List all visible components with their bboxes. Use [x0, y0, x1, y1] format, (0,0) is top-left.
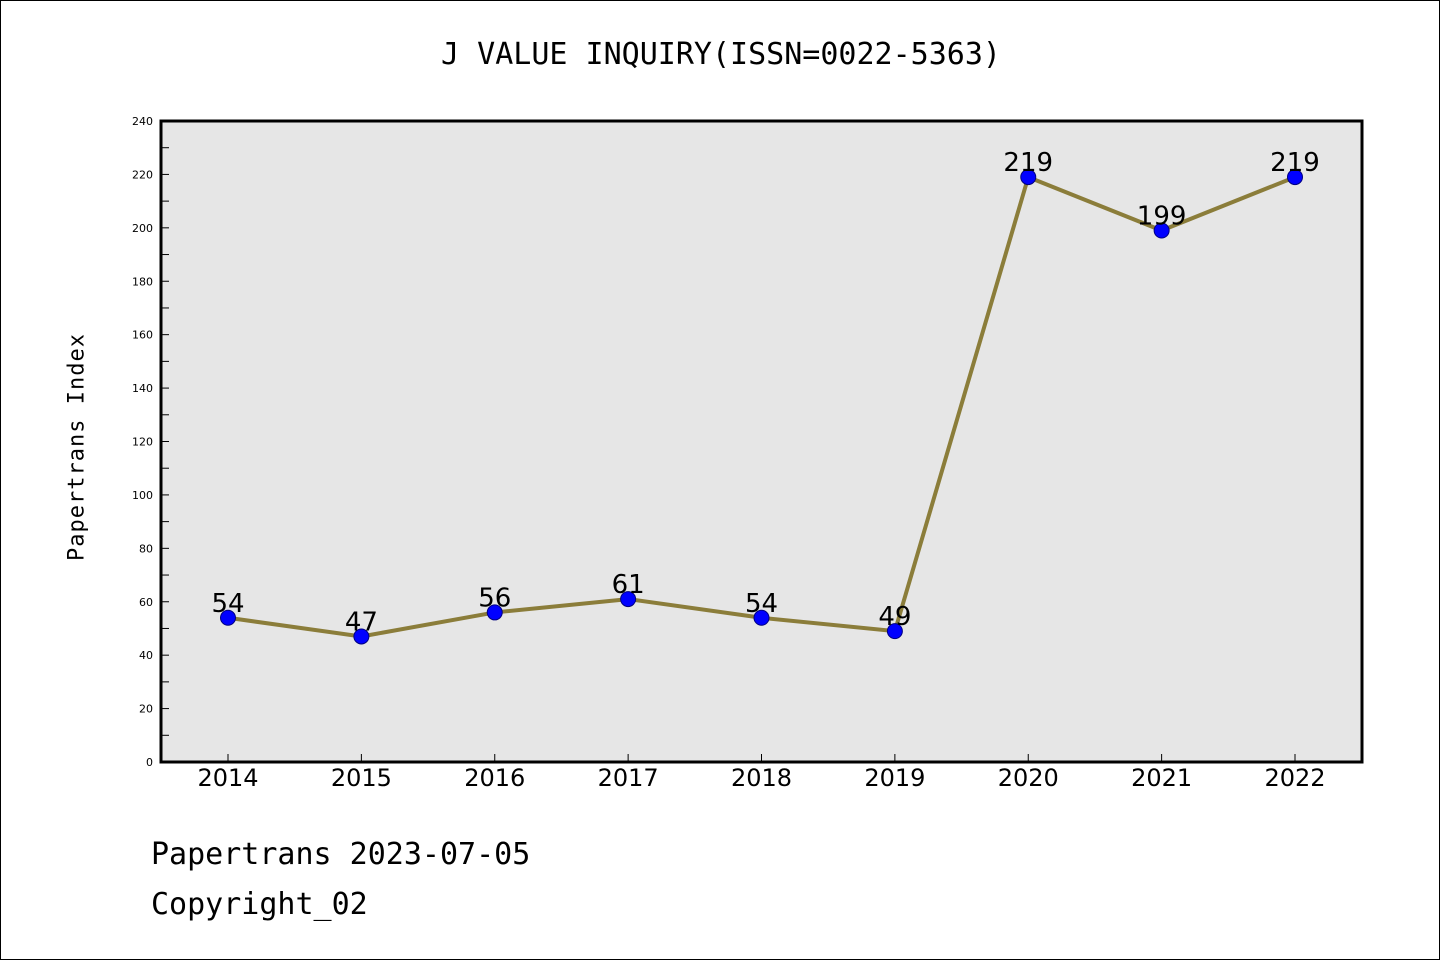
y-tick-label: 140: [132, 382, 153, 395]
data-label: 219: [1270, 148, 1320, 178]
data-point: [1020, 169, 1037, 186]
chart-title: J VALUE INQUIRY(ISSN=0022-5363): [441, 37, 1001, 72]
x-tick-label: 2021: [1131, 764, 1192, 792]
data-label: 54: [745, 589, 778, 619]
y-axis-ticks: 0 20 40 60 80 100 120 140 160 180 200 220 240: [132, 115, 169, 769]
data-point: [486, 604, 503, 621]
data-point: [1287, 169, 1303, 186]
data-points: [220, 169, 1303, 645]
footer-copyright: Copyright_02: [151, 887, 368, 922]
data-label: 49: [878, 602, 911, 632]
x-tick-label: 2016: [464, 764, 525, 792]
x-tick-label: 2017: [598, 764, 659, 792]
y-tick-label: 240: [132, 115, 153, 128]
y-tick-label: 80: [139, 542, 153, 555]
x-tick-label: 2018: [731, 764, 792, 792]
data-label: 219: [1003, 148, 1053, 178]
data-label: 61: [612, 570, 645, 600]
data-point: [620, 591, 637, 608]
y-tick-label: 60: [139, 596, 153, 609]
y-tick-label: 100: [132, 489, 153, 502]
x-tick-label: 2020: [998, 764, 1059, 792]
y-tick-label: 0: [146, 756, 153, 769]
plot-frame: [159, 119, 1364, 764]
data-point: [1153, 222, 1170, 239]
data-label: 56: [478, 583, 511, 613]
data-label: 199: [1137, 202, 1187, 232]
x-tick-label: 2019: [864, 764, 925, 792]
y-tick-label: 220: [132, 168, 153, 181]
y-tick-label: 20: [139, 703, 153, 716]
y-tick-label: 200: [132, 222, 153, 235]
footer-date: Papertrans 2023-07-05: [151, 837, 531, 872]
x-axis-ticks: 2014 2015 2016 2017 2018 2019 2020 2021 2022: [197, 754, 1326, 792]
y-tick-label: 160: [132, 329, 153, 342]
x-tick-label: 2014: [197, 764, 258, 792]
y-tick-label: 180: [132, 275, 153, 288]
y-tick-label: 120: [132, 436, 153, 449]
y-tick-label: 40: [139, 649, 153, 662]
x-tick-label: 2022: [1264, 764, 1325, 792]
data-point: [220, 609, 236, 626]
x-tick-label: 2015: [331, 764, 392, 792]
data-point: [753, 609, 770, 626]
data-label: 54: [211, 589, 244, 619]
data-label: 47: [345, 607, 378, 637]
data-point: [353, 628, 370, 645]
data-point: [886, 623, 903, 640]
data-labels: 54 47 56 61 54 49 219 199 219: [211, 148, 1319, 637]
